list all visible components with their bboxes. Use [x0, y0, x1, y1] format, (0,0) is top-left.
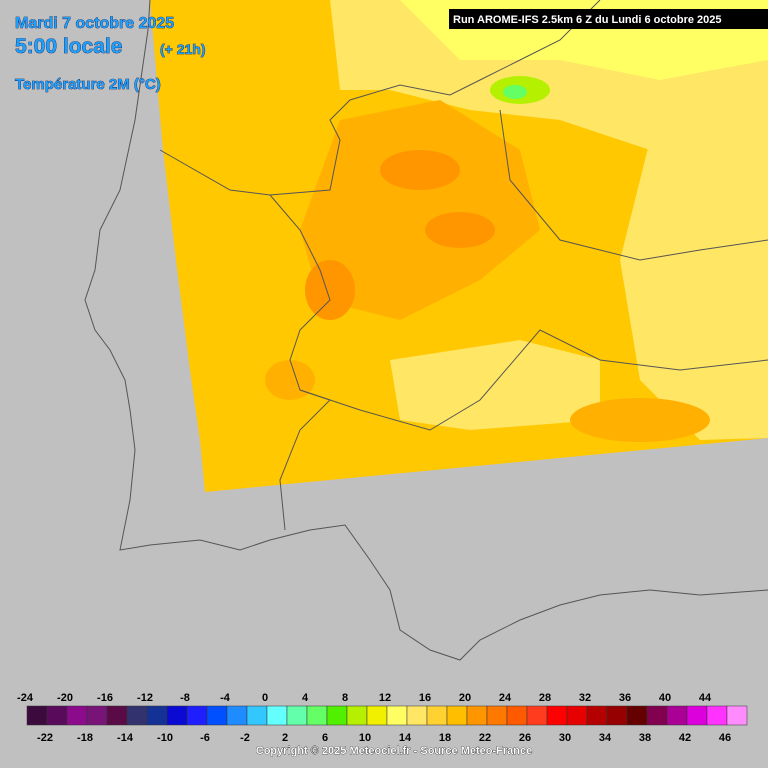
legend-swatch — [626, 705, 648, 726]
legend-swatch — [346, 705, 368, 726]
legend-swatch — [306, 705, 328, 726]
legend-label: -4 — [220, 692, 231, 704]
field-warm-sw — [265, 360, 315, 400]
legend-label: 24 — [499, 692, 512, 704]
legend-label: -22 — [37, 732, 53, 744]
legend-swatch — [186, 705, 208, 726]
border — [159, 0, 601, 196]
legend-label: 16 — [419, 692, 431, 704]
field-mild-east — [620, 120, 768, 440]
legend-swatch — [726, 705, 748, 726]
legend-swatch — [566, 705, 588, 726]
legend-swatch — [146, 705, 168, 726]
coastline — [84, 0, 768, 661]
legend-swatch — [406, 705, 428, 726]
legend-label: -24 — [17, 692, 34, 704]
legend-swatch — [446, 705, 468, 726]
date: Mardi 7 octobre 2025 — [15, 15, 174, 32]
legend-label: 38 — [639, 732, 651, 744]
legend-label: -12 — [137, 692, 153, 704]
legend-swatch — [166, 705, 188, 726]
legend-label: 34 — [599, 732, 612, 744]
legend-swatch — [266, 705, 288, 726]
legend-label: 10 — [359, 732, 371, 744]
legend-label: 20 — [459, 692, 471, 704]
legend-label: 36 — [619, 692, 631, 704]
legend-label: 6 — [322, 732, 328, 744]
legend-label: 12 — [379, 692, 391, 704]
field-coldest-patch — [503, 85, 527, 99]
legend-label: 46 — [719, 732, 731, 744]
field-warm-se — [570, 398, 710, 442]
legend-swatch — [486, 705, 508, 726]
border — [269, 194, 331, 531]
legend-swatch — [686, 705, 708, 726]
legend-label: 32 — [579, 692, 591, 704]
legend-label: -6 — [200, 732, 210, 744]
legend-swatch — [646, 705, 668, 726]
legend-swatch — [226, 705, 248, 726]
coastlines — [84, 0, 768, 661]
legend-swatch — [206, 705, 228, 726]
temperature-field — [150, 0, 768, 492]
copyright: Copyright © 2025 Meteociel.fr - Source M… — [256, 745, 532, 757]
legend-swatch — [546, 705, 568, 726]
legend-label: -14 — [117, 732, 134, 744]
run-info: Run AROME-IFS 2.5km 6 Z du Lundi 6 octob… — [453, 14, 722, 26]
field-hot-patch — [380, 150, 460, 190]
field-hot-patch — [305, 260, 355, 320]
field-hot-patch — [425, 212, 495, 248]
legend-label: 2 — [282, 732, 288, 744]
legend-swatch — [26, 705, 48, 726]
legend-swatch — [386, 705, 408, 726]
lead-time: (+ 21h) — [160, 41, 206, 57]
legend-label: 42 — [679, 732, 691, 744]
legend-swatch — [526, 705, 548, 726]
legend-label: 8 — [342, 692, 348, 704]
legend-swatch — [706, 705, 728, 726]
legend-label: -8 — [180, 692, 190, 704]
legend-label: 22 — [479, 732, 491, 744]
legend-swatch — [86, 705, 108, 726]
legend-swatch — [286, 705, 308, 726]
border — [299, 329, 768, 431]
legend-swatch — [46, 705, 68, 726]
legend-swatch — [506, 705, 528, 726]
legend-swatch — [246, 705, 268, 726]
legend-label: -2 — [240, 732, 250, 744]
legend-swatch — [606, 705, 628, 726]
border — [499, 109, 768, 261]
legend-swatch — [466, 705, 488, 726]
field-warm — [300, 100, 540, 320]
legend-label: 44 — [699, 692, 712, 704]
legend-label: 30 — [559, 732, 571, 744]
time: 5:00 locale — [15, 35, 122, 58]
field-mild-south — [390, 340, 600, 430]
legend-label: 26 — [519, 732, 531, 744]
legend-label: -20 — [57, 692, 73, 704]
legend-swatch — [66, 705, 88, 726]
legend-label: -16 — [97, 692, 113, 704]
parameter: Température 2M (°C) — [15, 76, 161, 93]
legend-swatch — [366, 705, 388, 726]
legend-label: -10 — [157, 732, 173, 744]
legend-swatch — [106, 705, 128, 726]
legend-label: 28 — [539, 692, 551, 704]
legend-label: 0 — [262, 692, 268, 704]
legend-label: 18 — [439, 732, 451, 744]
legend-label: 4 — [302, 692, 309, 704]
legend-label: 14 — [399, 732, 412, 744]
legend-swatch — [666, 705, 688, 726]
legend-label: -18 — [77, 732, 93, 744]
legend-swatch — [126, 705, 148, 726]
legend-swatch — [426, 705, 448, 726]
legend-swatch — [586, 705, 608, 726]
legend-swatch — [326, 705, 348, 726]
legend-label: 40 — [659, 692, 671, 704]
legend: -24-22-20-18-16-14-12-10-8-6-4-202468101… — [17, 692, 748, 744]
run-box — [449, 9, 768, 29]
